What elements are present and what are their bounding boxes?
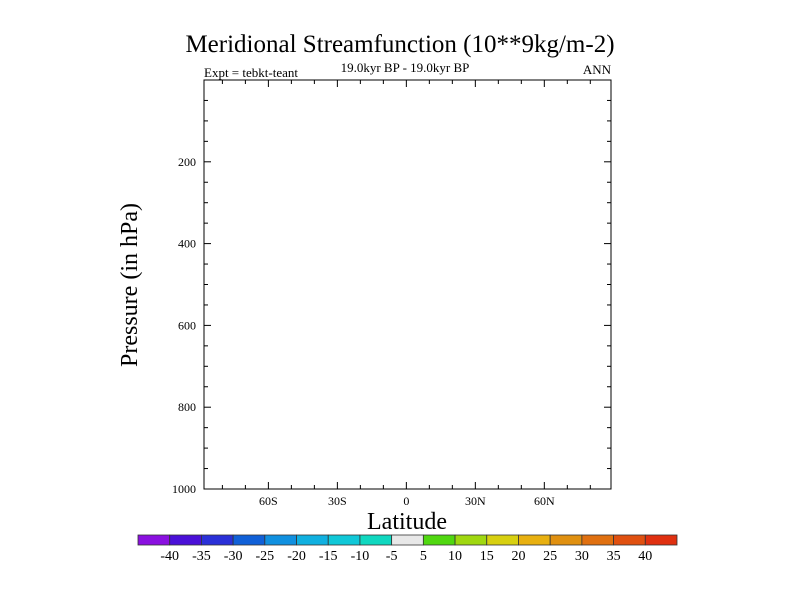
colorbar-swatch	[644, 534, 678, 546]
colorbar-label: 10	[448, 549, 462, 564]
season-label: ANN	[582, 62, 611, 77]
chart-subtitle: 19.0kyr BP - 19.0kyr BP	[340, 60, 470, 75]
x-tick-label: 60N	[534, 494, 555, 508]
colorbar-label: -5	[386, 549, 398, 564]
x-tick-label: 60S	[259, 494, 278, 508]
colorbar-swatch	[327, 534, 361, 546]
colorbar-label: -35	[192, 549, 211, 564]
x-tick-label: 30N	[465, 494, 486, 508]
x-axis-label: Latitude	[367, 509, 447, 535]
colorbar-swatch	[518, 534, 551, 546]
colorbar-label: -40	[160, 549, 179, 564]
colorbar-swatch	[137, 534, 171, 546]
colorbar-label: -15	[319, 549, 338, 564]
colorbar-label: -30	[224, 549, 243, 564]
colorbar-label: 40	[638, 549, 652, 564]
y-tick-label: 200	[178, 155, 196, 169]
plot-frame	[203, 79, 612, 490]
colorbar-label: -20	[287, 549, 306, 564]
y-tick-label: 1000	[172, 482, 196, 496]
y-tick-label: 800	[178, 400, 196, 414]
colorbar-swatch	[486, 534, 519, 546]
y-tick-label: 600	[178, 318, 196, 332]
colorbar-swatch	[613, 534, 646, 546]
colorbar-swatch	[232, 534, 266, 546]
colorbar-label: 20	[511, 549, 525, 564]
chart-title: Meridional Streamfunction (10**9kg/m-2)	[185, 31, 615, 58]
colorbar-label: 35	[607, 549, 621, 564]
colorbar-swatch	[169, 534, 202, 546]
colorbar-label: 30	[575, 549, 589, 564]
colorbar-swatch	[549, 534, 583, 546]
x-tick-label: 30S	[328, 494, 347, 508]
y-tick-label: 400	[178, 237, 196, 251]
colorbar-swatch	[359, 534, 393, 546]
colorbar-swatch	[201, 534, 234, 546]
colorbar-label: 5	[420, 549, 427, 564]
colorbar-swatch	[296, 534, 329, 546]
x-tick-label: 0	[403, 494, 409, 508]
colorbar-swatch	[391, 534, 424, 546]
colorbar-label: -25	[255, 549, 274, 564]
experiment-label: Expt = tebkt-teant	[204, 65, 298, 80]
colorbar-swatch	[422, 534, 456, 546]
colorbar-label: 15	[480, 549, 494, 564]
colorbar-swatch	[264, 534, 297, 546]
colorbar-label: 25	[543, 549, 557, 564]
colorbar-swatch	[454, 534, 488, 546]
colorbar-swatch	[581, 534, 614, 546]
colorbar-label: -10	[351, 549, 370, 564]
